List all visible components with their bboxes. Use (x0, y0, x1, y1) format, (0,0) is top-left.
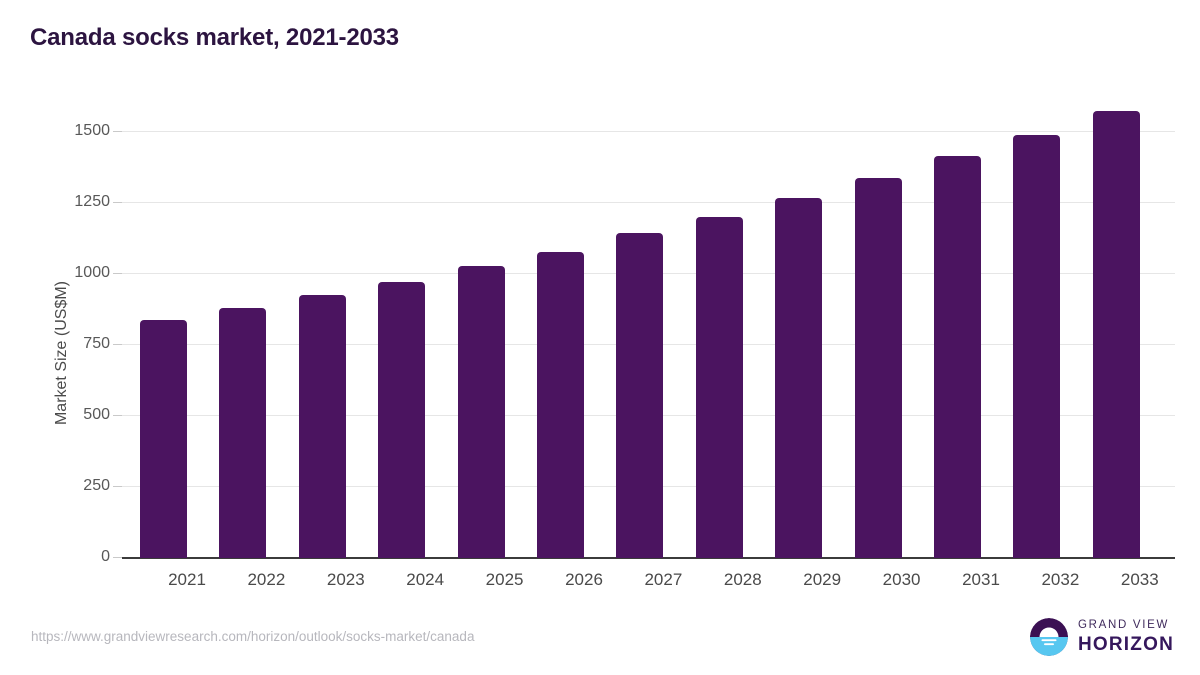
x-tick-label-2033: 2033 (1120, 570, 1159, 589)
bar-2026[interactable] (537, 251, 584, 558)
x-tick-label-2028: 2028 (723, 570, 762, 589)
x-tick-label-2026: 2026 (565, 570, 603, 589)
y-tick-mark (113, 344, 122, 345)
x-tick-label-2031: 2031 (962, 570, 1000, 589)
x-tick-label-2032: 2032 (1041, 570, 1080, 589)
x-tick-label-2025: 2025 (485, 570, 524, 589)
logo-line-2: HORIZON (1077, 633, 1174, 655)
bar-2032[interactable] (1013, 134, 1061, 558)
bar-2023[interactable] (298, 295, 346, 558)
y-tick-mark (113, 486, 122, 487)
bar-2022[interactable] (219, 308, 267, 558)
y-tick-label: 1000 (74, 264, 110, 281)
bar-2029[interactable] (775, 198, 823, 558)
bar-2021[interactable] (140, 320, 187, 558)
horizon-logo-icon (1029, 618, 1068, 656)
grand-view-horizon-logo[interactable]: GRAND VIEW HORIZON (1029, 618, 1174, 656)
gridline (122, 202, 1175, 203)
y-tick-mark (113, 415, 122, 416)
y-tick-label: 750 (83, 335, 110, 352)
bar-2031[interactable] (934, 156, 981, 558)
y-tick-label: 0 (101, 548, 110, 565)
bar-2024[interactable] (378, 281, 426, 558)
y-tick-mark (113, 557, 122, 558)
y-tick-mark (113, 273, 122, 274)
x-tick-label-2030: 2030 (882, 570, 921, 589)
y-tick-label: 500 (83, 406, 110, 423)
bar-2033[interactable] (1092, 110, 1140, 558)
bar-2025[interactable] (457, 266, 505, 558)
x-tick-label-2029: 2029 (803, 570, 842, 589)
x-tick-label-2027: 2027 (644, 570, 683, 589)
bar-2030[interactable] (854, 177, 902, 558)
gridline (122, 131, 1175, 132)
y-tick-label: 1250 (74, 193, 110, 210)
y-tick-label: 250 (83, 477, 110, 494)
x-tick-label-2023: 2023 (326, 570, 365, 589)
x-axis-line (122, 557, 1175, 559)
bar-2027[interactable] (616, 233, 664, 558)
logo-wordmark: GRAND VIEW HORIZON (1078, 620, 1174, 654)
x-tick-label-2024: 2024 (406, 570, 445, 589)
page-title: Canada socks market, 2021-2033 (30, 24, 399, 51)
y-tick-mark (113, 131, 122, 132)
y-tick-mark (113, 202, 122, 203)
logo-line-1: GRAND VIEW (1077, 619, 1170, 632)
x-tick-label-2022: 2022 (247, 570, 286, 589)
bar-2028[interactable] (695, 216, 743, 558)
x-tick-label-2021: 2021 (168, 570, 206, 589)
y-tick-label: 1500 (74, 122, 110, 139)
source-url[interactable]: https://www.grandviewresearch.com/horizo… (31, 629, 475, 644)
